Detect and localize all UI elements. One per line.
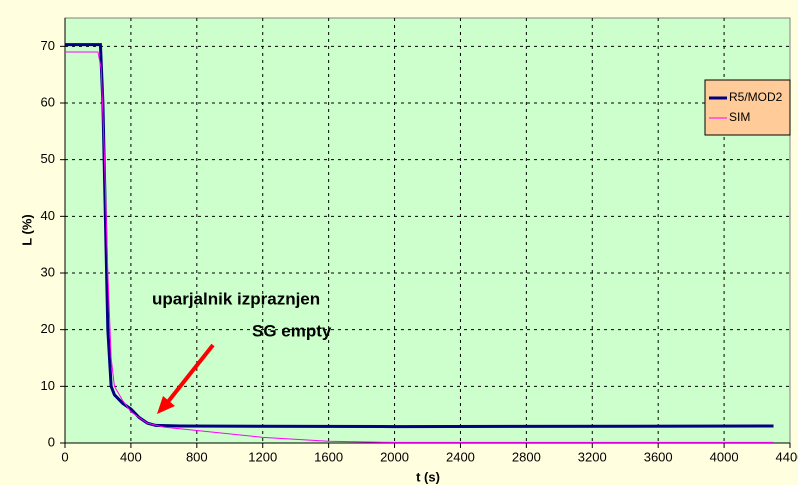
annotation: SG empty <box>252 321 332 340</box>
y-tick-label: 50 <box>41 151 55 166</box>
y-tick-label: 0 <box>48 434 55 449</box>
legend-box <box>704 79 791 136</box>
x-tick-label: 3600 <box>644 449 673 464</box>
y-axis-label: L (%) <box>19 214 34 246</box>
x-tick-label: 4400 <box>776 449 798 464</box>
legend-label: SIM <box>729 110 750 124</box>
x-tick-label: 1600 <box>314 449 343 464</box>
arrow-head <box>157 396 175 414</box>
x-tick-label: 800 <box>186 449 208 464</box>
series-line <box>65 51 774 443</box>
y-tick-label: 30 <box>41 264 55 279</box>
y-tick-label: 20 <box>41 321 55 336</box>
x-tick-label: 3200 <box>578 449 607 464</box>
y-tick-label: 10 <box>41 378 55 393</box>
y-tick-label: 40 <box>41 208 55 223</box>
annotation: uparjalnik izpraznjen <box>152 289 320 308</box>
x-tick-label: 2000 <box>380 449 409 464</box>
y-tick-label: 70 <box>41 38 55 53</box>
x-tick-label: 400 <box>120 449 142 464</box>
x-axis-label: t (s) <box>416 469 440 484</box>
x-tick-label: 1200 <box>248 449 277 464</box>
plot-area <box>64 17 791 444</box>
x-tick-label: 4000 <box>710 449 739 464</box>
x-tick-label: 2400 <box>446 449 475 464</box>
legend-label: R5/MOD2 <box>729 90 783 104</box>
x-tick-label: 2800 <box>512 449 541 464</box>
x-tick-label: 0 <box>61 449 68 464</box>
y-tick-label: 60 <box>41 94 55 109</box>
arrow <box>165 343 215 405</box>
